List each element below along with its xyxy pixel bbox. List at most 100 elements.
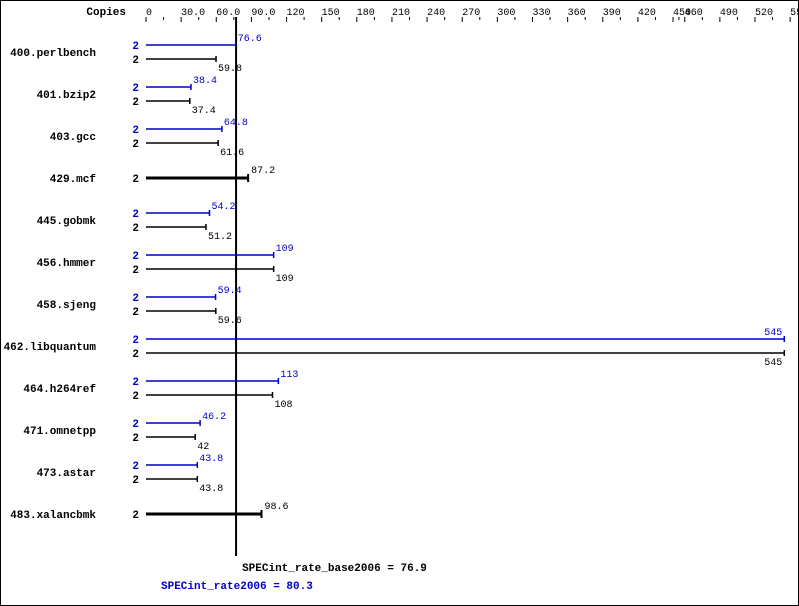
axis-tick: 0 — [146, 8, 164, 22]
value-peak: 64.8 — [224, 118, 248, 129]
benchmark-row: 429.mcf 2 87.2 — [50, 166, 275, 186]
value-peak: 545 — [764, 328, 782, 339]
copies-value-peak: 2 — [132, 125, 139, 137]
copies-value-peak: 2 — [132, 83, 139, 95]
benchmark-name: 458.sjeng — [37, 300, 96, 312]
axis-tick: 360 — [568, 8, 586, 22]
copies-value-peak: 2 — [132, 461, 139, 473]
benchmark-row: 458.sjeng 2 59.4 2 59.6 — [37, 286, 242, 327]
value-base: 59.8 — [218, 64, 242, 75]
value-base: 51.2 — [208, 232, 232, 243]
axis-tick: 120 — [287, 8, 305, 22]
copies-value-peak: 2 — [132, 41, 139, 53]
value-peak: 59.4 — [218, 286, 242, 297]
benchmark-row: 456.hmmer21092109 — [37, 244, 294, 285]
benchmark-row: 400.perlbench 2 76.6 2 59.8 — [10, 34, 262, 75]
spec-rate-chart: Copies030.060.090.0120150180210240270300… — [0, 0, 799, 606]
copies-value-base: 2 — [132, 433, 139, 445]
axis-tick: 330 — [532, 8, 550, 22]
value-peak: 46.2 — [202, 412, 226, 423]
axis-tick: 520 — [755, 8, 773, 22]
benchmark-row: 483.xalancbmk298.6 — [10, 502, 288, 522]
copies-value-peak: 2 — [132, 419, 139, 431]
axis-tick: 300 — [497, 8, 515, 22]
summary-base: SPECint_rate_base2006 = 76.9 — [242, 563, 427, 575]
benchmark-name: 400.perlbench — [10, 48, 96, 60]
copies-value-base: 2 — [132, 139, 139, 151]
svg-text:210: 210 — [392, 8, 410, 19]
copies-header: Copies — [86, 7, 126, 19]
value-peak: 76.6 — [238, 34, 262, 45]
benchmark-row: 471.omnetpp246.2242 — [23, 412, 226, 453]
axis-tick: 270 — [462, 8, 480, 22]
copies-value: 2 — [132, 174, 139, 186]
svg-text:0: 0 — [146, 8, 152, 19]
copies-value-peak: 2 — [132, 335, 139, 347]
copies-value-base: 2 — [132, 55, 139, 67]
axis-tick: 210 — [392, 8, 410, 22]
copies-value-base: 2 — [132, 97, 139, 109]
benchmark-row: 403.gcc 2 64.8 2 61.6 — [50, 118, 248, 159]
svg-text:120: 120 — [287, 8, 305, 19]
axis-tick: 460 — [685, 8, 703, 22]
value-peak: 113 — [280, 370, 298, 381]
axis-tick: 30.0 — [181, 8, 205, 22]
axis-tick: 90.0 — [251, 8, 275, 22]
benchmark-name: 462.libquantum — [4, 342, 97, 354]
svg-text:180: 180 — [357, 8, 375, 19]
benchmark-name: 464.h264ref — [23, 384, 96, 396]
value-base: 108 — [274, 400, 292, 411]
value-base: 545 — [764, 358, 782, 369]
axis-tick: 550 — [790, 8, 798, 22]
summary-peak: SPECint_rate2006 = 80.3 — [161, 581, 313, 593]
benchmark-name: 445.gobmk — [37, 216, 97, 228]
svg-text:490: 490 — [720, 8, 738, 19]
benchmark-name: 401.bzip2 — [37, 90, 96, 102]
value-peak: 43.8 — [199, 454, 223, 465]
copies-value-peak: 2 — [132, 251, 139, 263]
copies-value-base: 2 — [132, 391, 139, 403]
benchmark-row: 464.h264ref 2 113 2 108 — [23, 370, 298, 411]
svg-text:550: 550 — [790, 8, 798, 19]
svg-text:240: 240 — [427, 8, 445, 19]
svg-text:360: 360 — [568, 8, 586, 19]
benchmark-row: 445.gobmk 2 54.2 2 51.2 — [37, 202, 236, 243]
value-base: 87.2 — [251, 166, 275, 177]
svg-text:150: 150 — [322, 8, 340, 19]
axis-tick: 490 — [720, 8, 738, 22]
value-base: 109 — [276, 274, 294, 285]
copies-value-peak: 2 — [132, 209, 139, 221]
value-peak: 109 — [276, 244, 294, 255]
value-base: 98.6 — [264, 502, 288, 513]
copies-value-peak: 2 — [132, 293, 139, 305]
benchmark-name: 403.gcc — [50, 132, 96, 144]
copies-value-base: 2 — [132, 475, 139, 487]
copies-value-peak: 2 — [132, 377, 139, 389]
value-base: 37.4 — [192, 106, 216, 117]
svg-text:420: 420 — [638, 8, 656, 19]
copies-value-base: 2 — [132, 349, 139, 361]
copies-value: 2 — [132, 510, 139, 522]
copies-value-base: 2 — [132, 223, 139, 235]
svg-text:460: 460 — [685, 8, 703, 19]
axis-tick: 150 — [322, 8, 340, 22]
svg-text:330: 330 — [532, 8, 550, 19]
axis-tick: 240 — [427, 8, 445, 22]
value-peak: 38.4 — [193, 76, 217, 87]
svg-text:30.0: 30.0 — [181, 8, 205, 19]
copies-value-base: 2 — [132, 307, 139, 319]
axis-tick: 180 — [357, 8, 375, 22]
benchmark-row: 473.astar 2 43.8 2 43.8 — [37, 454, 224, 495]
svg-text:270: 270 — [462, 8, 480, 19]
benchmark-name: 473.astar — [37, 468, 96, 480]
benchmark-name: 429.mcf — [50, 174, 97, 186]
value-base: 43.8 — [199, 484, 223, 495]
value-peak: 54.2 — [211, 202, 235, 213]
value-base: 61.6 — [220, 148, 244, 159]
benchmark-name: 471.omnetpp — [23, 426, 96, 438]
value-base: 59.6 — [218, 316, 242, 327]
benchmark-row: 462.libquantum 2 545 2 545 — [4, 328, 785, 369]
axis-tick: 420 — [638, 8, 656, 22]
svg-text:300: 300 — [497, 8, 515, 19]
axis-tick: 390 — [603, 8, 621, 22]
